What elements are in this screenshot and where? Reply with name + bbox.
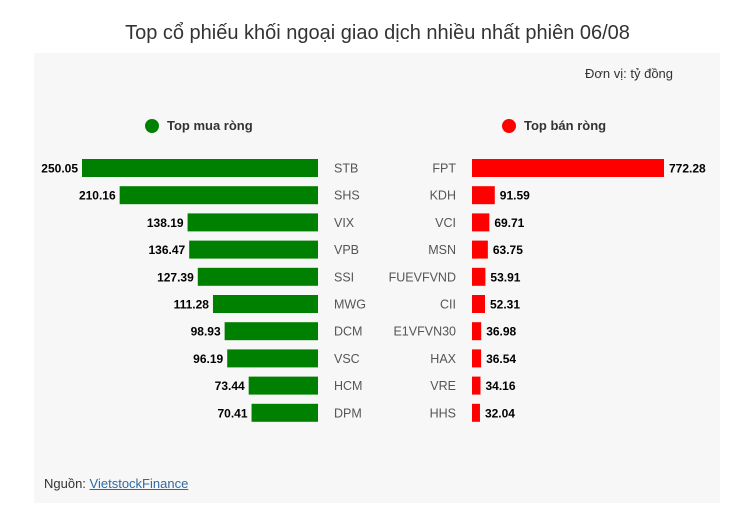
source-prefix: Nguồn: xyxy=(44,476,90,491)
sell-ticker-label: VRE xyxy=(430,379,456,393)
buy-bar xyxy=(248,376,318,395)
sell-bar xyxy=(472,159,664,177)
sell-bar xyxy=(472,376,481,395)
buy-ticker-label: MWG xyxy=(334,298,366,312)
sell-bar xyxy=(472,322,482,341)
source-link[interactable]: VietstockFinance xyxy=(89,476,189,491)
sell-ticker-label: HAX xyxy=(430,352,456,366)
buy-ticker-label: VPB xyxy=(334,243,359,257)
sell-bar xyxy=(472,267,486,286)
legend-buy-dot xyxy=(145,118,159,133)
legend-sell-label: Top bán ròng xyxy=(524,118,607,133)
sell-value-label: 772.28 xyxy=(669,162,706,176)
buy-bar xyxy=(82,159,318,177)
unit-label: Đơn vị: tỷ đồng xyxy=(585,66,674,81)
sell-ticker-label: FUEVFVND xyxy=(389,270,456,284)
sell-bar xyxy=(472,349,482,368)
buy-ticker-label: VSC xyxy=(334,352,360,366)
sell-ticker-label: FPT xyxy=(432,162,456,176)
sell-ticker-label: KDH xyxy=(430,189,456,203)
buy-value-label: 96.19 xyxy=(193,352,223,366)
sell-value-label: 34.16 xyxy=(485,379,515,393)
sell-bar xyxy=(472,403,480,422)
buy-bar xyxy=(189,240,318,259)
sell-bar xyxy=(472,213,490,232)
buy-bar xyxy=(197,267,318,286)
buy-bar xyxy=(251,403,318,422)
buy-value-label: 70.41 xyxy=(218,406,248,420)
buy-bar xyxy=(119,186,319,205)
buy-value-label: 73.44 xyxy=(215,379,245,393)
buy-value-label: 98.93 xyxy=(191,325,221,339)
buy-ticker-label: SSI xyxy=(334,270,354,284)
sell-bar xyxy=(472,186,495,205)
legend-sell: Top bán ròng xyxy=(502,118,606,133)
sell-value-label: 36.98 xyxy=(486,325,516,339)
sell-value-label: 53.91 xyxy=(490,270,520,284)
buy-value-label: 138.19 xyxy=(147,216,184,230)
buy-ticker-label: DPM xyxy=(334,406,362,420)
source-note: Nguồn: VietstockFinance xyxy=(44,476,188,491)
sell-value-label: 91.59 xyxy=(500,189,530,203)
sell-value-label: 69.71 xyxy=(494,216,524,230)
buy-ticker-label: VIX xyxy=(334,216,355,230)
legend-sell-dot xyxy=(502,118,516,133)
sell-ticker-label: E1VFVN30 xyxy=(393,325,456,339)
buy-value-label: 127.39 xyxy=(157,270,194,284)
sell-bar xyxy=(472,295,486,313)
buy-ticker-label: DCM xyxy=(334,325,362,339)
sell-value-label: 36.54 xyxy=(486,352,516,366)
buy-value-label: 111.28 xyxy=(174,298,210,312)
legend-buy-label: Top mua ròng xyxy=(167,118,253,133)
buy-value-label: 250.05 xyxy=(41,162,78,176)
sell-ticker-label: HHS xyxy=(430,406,456,420)
sell-ticker-label: MSN xyxy=(428,243,456,257)
buy-bar xyxy=(212,295,318,313)
legend-buy: Top mua ròng xyxy=(145,118,253,133)
sell-value-label: 63.75 xyxy=(493,243,523,257)
buy-bar xyxy=(224,322,318,341)
buy-value-label: 136.47 xyxy=(148,243,185,257)
buy-ticker-label: SHS xyxy=(334,189,360,203)
sell-value-label: 32.04 xyxy=(485,406,515,420)
sell-ticker-label: VCI xyxy=(435,216,456,230)
buy-bar xyxy=(187,213,318,232)
buy-value-label: 210.16 xyxy=(79,189,116,203)
sell-value-label: 52.31 xyxy=(490,298,520,312)
sell-ticker-label: CII xyxy=(440,298,456,312)
buy-ticker-label: HCM xyxy=(334,379,362,393)
buy-ticker-label: STB xyxy=(334,162,358,176)
buy-bar xyxy=(227,349,318,368)
chart-title: Top cổ phiếu khối ngoại giao dịch nhiều … xyxy=(125,22,630,44)
sell-bar xyxy=(472,240,488,259)
